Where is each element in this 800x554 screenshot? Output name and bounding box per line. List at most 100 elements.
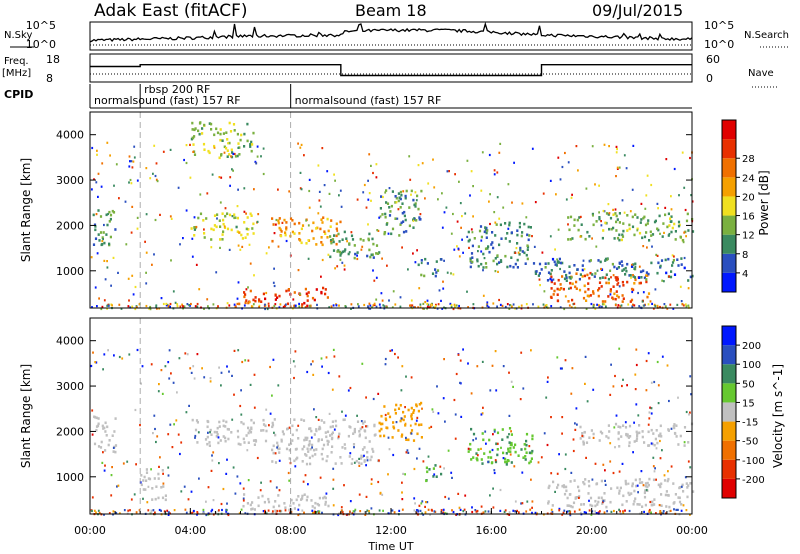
noise-cell: [117, 271, 119, 274]
echo-cell: [492, 246, 495, 250]
noise-cell: [610, 276, 612, 279]
noise-cell: [211, 173, 214, 176]
noise-cell: [458, 255, 461, 258]
echo-cell: [467, 239, 470, 243]
noise-cell: [622, 378, 624, 381]
noise-cell: [292, 298, 295, 301]
echo-cell: [634, 497, 637, 500]
ground-cell: [368, 510, 370, 513]
echo-cell: [667, 429, 670, 432]
echo-cell: [469, 442, 472, 446]
noise-cell: [275, 218, 278, 222]
echo-cell: [153, 477, 156, 480]
echo-cell: [604, 300, 607, 303]
noise-cell: [689, 411, 691, 414]
noise-cell: [460, 226, 462, 229]
echo-cell: [305, 438, 308, 441]
echo-cell: [252, 232, 255, 235]
echo-cell: [337, 232, 340, 236]
noise-cell: [561, 367, 563, 370]
ground-cell: [496, 305, 498, 308]
echo-cell: [281, 430, 284, 433]
echo-cell: [526, 248, 529, 251]
echo-cell: [475, 452, 478, 455]
echo-cell: [324, 288, 327, 291]
noise-cell: [644, 207, 647, 210]
noise-cell: [229, 184, 231, 187]
echo-cell: [398, 234, 401, 237]
echo-cell: [565, 279, 568, 282]
echo-cell: [560, 287, 563, 290]
echo-cell: [553, 289, 556, 293]
noise-cell: [188, 404, 190, 407]
noise-cell: [233, 349, 236, 352]
echo-cell: [209, 428, 212, 432]
noise-cell: [271, 394, 273, 397]
ground-cell: [382, 509, 384, 512]
noise-cell: [659, 439, 661, 443]
echo-cell: [203, 148, 206, 151]
echo-cell: [524, 262, 527, 265]
noise-cell: [600, 224, 603, 227]
ground-cell: [643, 510, 645, 513]
ground-cell: [314, 512, 316, 515]
ground-cell: [672, 307, 675, 310]
noise-cell: [448, 170, 450, 173]
echo-cell: [626, 214, 629, 217]
x-tick-label: 04:00: [174, 524, 206, 537]
noise-cell: [575, 407, 578, 410]
echo-cell: [643, 441, 646, 444]
echo-cell: [219, 138, 222, 142]
echo-cell: [226, 149, 229, 152]
echo-cell: [613, 265, 616, 269]
noise-cell: [444, 420, 446, 423]
noise-cell: [333, 428, 336, 431]
noise-cell: [649, 300, 652, 303]
echo-cell: [556, 287, 559, 291]
echo-cell: [547, 502, 550, 505]
noise-cell: [684, 208, 687, 212]
noise-cell: [321, 258, 324, 262]
echo-cell: [311, 296, 315, 300]
noise-cell: [145, 167, 148, 170]
noise-cell: [655, 478, 657, 481]
echo-cell: [516, 233, 519, 237]
noise-cell: [320, 357, 323, 360]
ground-cell: [504, 305, 507, 309]
echo-cell: [380, 427, 383, 431]
ground-cell: [372, 304, 375, 307]
echo-cell: [288, 443, 291, 446]
echo-cell: [498, 261, 501, 264]
noise-cell: [158, 383, 160, 386]
noise-cell: [239, 404, 242, 408]
echo-cell: [546, 279, 550, 282]
echo-cell: [582, 443, 585, 446]
noise-cell: [493, 469, 496, 472]
echo-cell: [234, 216, 237, 219]
echo-cell: [377, 252, 380, 255]
noise-cell: [545, 396, 548, 399]
echo-cell: [622, 284, 625, 287]
echo-cell: [415, 219, 418, 222]
noise-cell: [117, 484, 120, 487]
echo-cell: [352, 443, 356, 446]
noise-cell: [426, 299, 429, 302]
noise-cell: [574, 428, 577, 431]
noise-cell: [630, 276, 632, 279]
echo-cell: [518, 253, 521, 256]
noise-cell: [170, 217, 173, 220]
noise-cell: [561, 416, 564, 419]
noise-cell: [556, 258, 558, 261]
ground-cell: [234, 305, 237, 309]
echo-cell: [298, 221, 301, 225]
ground-cell: [413, 306, 415, 309]
echo-cell: [307, 450, 310, 453]
echo-cell: [330, 432, 334, 436]
echo-cell: [521, 250, 524, 253]
echo-cell: [516, 242, 519, 245]
noise-cell: [631, 290, 634, 294]
noise-cell: [670, 195, 672, 198]
ground-cell: [598, 304, 600, 307]
echo-cell: [307, 291, 310, 294]
ground-cell: [628, 509, 631, 513]
